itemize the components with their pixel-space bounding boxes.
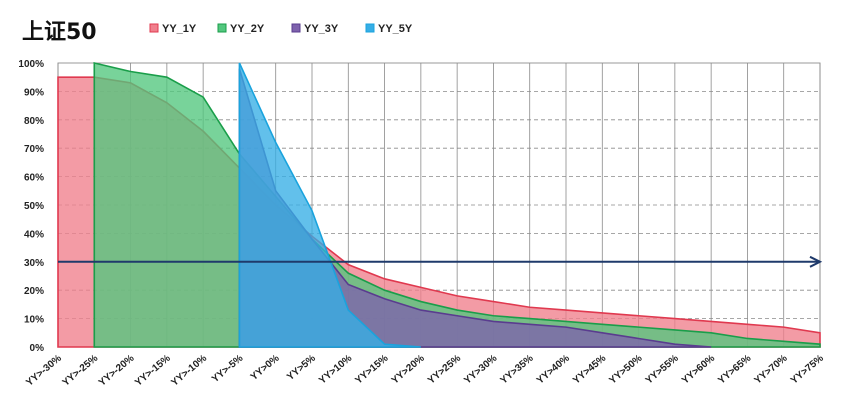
y-axis: 0% 10% 20% 30% 40% 50% 60% 70% 80% 90% 100% [18,59,44,354]
x-tick-label: YY>10% [317,353,354,387]
chart-title: 上证50 [22,20,97,45]
reference-arrowhead [809,255,823,268]
x-tick-label: YY>30% [462,353,499,387]
legend-label: YY_3Y [304,23,339,35]
x-tick-label: YY>55% [644,353,681,387]
x-axis: YY>-30%YY>-25%YY>-20%YY>-15%YY>-10% YY>-5… [24,353,826,389]
x-tick-label: YY>25% [426,353,463,387]
y-tick-label: 90% [24,87,44,98]
x-tick-label: YY>65% [716,353,753,387]
legend-item-yy-5y: YY_5Y [365,23,413,35]
y-tick-label: 80% [24,116,44,127]
legend-item-yy-2y: YY_2Y [217,23,265,35]
x-tick-label: YY>-25% [61,353,101,389]
legend-item-yy-3y: YY_3Y [291,23,339,35]
legend-swatch [149,23,159,33]
y-tick-label: 70% [24,144,44,155]
x-tick-label: YY>45% [571,353,608,387]
legend-item-yy-1y: YY_1Y [149,23,197,35]
legend-swatch [217,23,227,33]
y-tick-label: 50% [24,201,44,212]
x-tick-label: YY>-5% [210,353,245,385]
y-tick-label: 40% [24,229,44,240]
legend-label: YY_5Y [378,23,413,35]
y-tick-label: 0% [30,343,45,354]
y-tick-label: 10% [24,315,44,326]
x-tick-label: YY>50% [607,353,644,387]
x-tick-label: YY>-15% [133,353,173,389]
y-tick-label: 30% [24,258,44,269]
x-tick-label: YY>60% [680,353,717,387]
y-tick-label: 100% [18,59,44,70]
area-series-yy-5y [238,62,421,348]
legend-label: YY_1Y [162,23,197,35]
x-tick-label: YY>-10% [169,353,209,389]
legend: YY_1Y YY_2Y YY_3Y YY_5Y [149,23,413,35]
legend-swatch [365,23,375,33]
legend-label: YY_2Y [230,23,265,35]
x-tick-label: YY>35% [499,353,536,387]
y-tick-label: 60% [24,173,44,184]
x-tick-label: YY>15% [353,353,390,387]
x-tick-label: YY>40% [535,353,572,387]
x-tick-label: YY>-20% [97,353,137,389]
x-tick-label: YY>0% [249,353,282,383]
x-tick-label: YY>70% [753,353,790,387]
y-tick-label: 20% [24,286,44,297]
legend-swatch [291,23,301,33]
x-tick-label: YY>-30% [24,353,64,389]
plot-area [57,61,821,348]
reference-line [58,255,823,268]
x-tick-label: YY>20% [390,353,427,387]
x-tick-label: YY>75% [789,353,826,387]
x-tick-label: YY>5% [285,353,318,383]
